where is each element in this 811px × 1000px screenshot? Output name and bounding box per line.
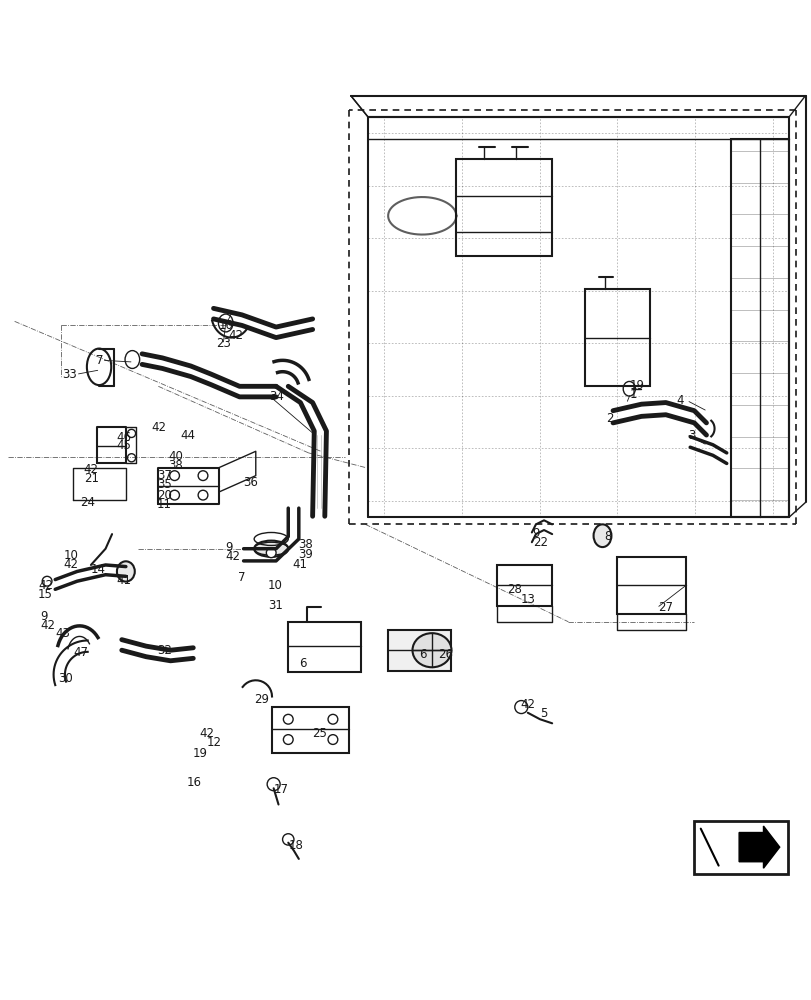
Text: 3: 3 [687, 429, 694, 442]
Text: 30: 30 [58, 672, 73, 685]
Circle shape [283, 714, 293, 724]
Text: 42: 42 [84, 463, 98, 476]
Text: 36: 36 [243, 476, 258, 489]
Text: 41: 41 [116, 574, 131, 587]
Text: 35: 35 [157, 478, 171, 491]
FancyBboxPatch shape [693, 821, 787, 874]
Text: 25: 25 [312, 727, 327, 740]
Text: 11: 11 [157, 498, 171, 511]
Text: 21: 21 [84, 472, 98, 485]
Text: 17: 17 [273, 783, 288, 796]
Circle shape [282, 834, 294, 845]
Text: 42: 42 [200, 727, 214, 740]
Circle shape [127, 454, 135, 462]
Ellipse shape [254, 541, 288, 557]
Text: 42: 42 [152, 421, 166, 434]
Text: 42: 42 [41, 619, 55, 632]
Text: 16: 16 [187, 776, 201, 789]
Circle shape [169, 490, 179, 500]
Text: 9: 9 [532, 527, 539, 540]
Circle shape [328, 735, 337, 744]
Text: 5: 5 [539, 707, 547, 720]
Text: 45: 45 [116, 439, 131, 452]
Text: 26: 26 [438, 648, 453, 661]
Circle shape [198, 490, 208, 500]
Circle shape [198, 471, 208, 481]
Circle shape [266, 548, 276, 558]
Text: 1: 1 [629, 388, 637, 401]
Text: 6: 6 [298, 657, 306, 670]
Text: 15: 15 [38, 588, 53, 601]
Ellipse shape [412, 633, 451, 667]
Text: 28: 28 [507, 583, 521, 596]
Text: 24: 24 [80, 496, 95, 509]
Text: 10: 10 [218, 319, 233, 332]
Text: 18: 18 [288, 839, 303, 852]
Text: 2: 2 [606, 412, 613, 425]
Text: 14: 14 [91, 563, 105, 576]
Circle shape [42, 576, 52, 586]
Circle shape [514, 701, 527, 714]
Text: 9: 9 [225, 541, 232, 554]
Text: 33: 33 [62, 368, 77, 381]
Text: 10: 10 [268, 579, 282, 592]
Text: 37: 37 [157, 469, 171, 482]
Text: 38: 38 [298, 538, 312, 551]
Text: 8: 8 [603, 530, 611, 543]
Text: 44: 44 [180, 429, 195, 442]
Text: 47: 47 [73, 646, 88, 659]
Circle shape [267, 778, 280, 791]
Text: 46: 46 [116, 431, 131, 444]
Text: 20: 20 [157, 489, 171, 502]
Text: 43: 43 [55, 627, 70, 640]
Text: 42: 42 [520, 698, 534, 711]
Text: 4: 4 [676, 394, 683, 407]
Text: 39: 39 [298, 548, 312, 561]
Text: 7: 7 [96, 354, 103, 367]
Text: 7: 7 [238, 571, 245, 584]
Text: 19: 19 [629, 379, 644, 392]
Text: 38: 38 [168, 459, 182, 472]
Circle shape [127, 429, 135, 437]
Text: 32: 32 [157, 644, 171, 657]
Text: 41: 41 [292, 558, 307, 571]
Text: 13: 13 [520, 593, 534, 606]
Text: 34: 34 [269, 390, 284, 403]
Text: 10: 10 [63, 549, 78, 562]
Polygon shape [738, 826, 779, 868]
Text: 12: 12 [207, 736, 221, 749]
Text: 19: 19 [192, 747, 207, 760]
Text: 6: 6 [418, 648, 426, 661]
Circle shape [328, 714, 337, 724]
Text: 42: 42 [63, 558, 78, 571]
Text: 42: 42 [38, 579, 53, 592]
Ellipse shape [593, 524, 611, 547]
Polygon shape [388, 630, 450, 671]
Text: 42: 42 [225, 550, 239, 563]
Text: 22: 22 [532, 536, 547, 549]
Text: 9: 9 [41, 610, 48, 623]
Text: 23: 23 [216, 337, 230, 350]
Circle shape [283, 735, 293, 744]
Text: 40: 40 [168, 450, 182, 463]
Text: 42: 42 [228, 329, 242, 342]
Ellipse shape [117, 561, 135, 582]
Text: 27: 27 [657, 601, 672, 614]
Text: 29: 29 [254, 693, 268, 706]
Circle shape [169, 471, 179, 481]
Text: 31: 31 [268, 599, 282, 612]
